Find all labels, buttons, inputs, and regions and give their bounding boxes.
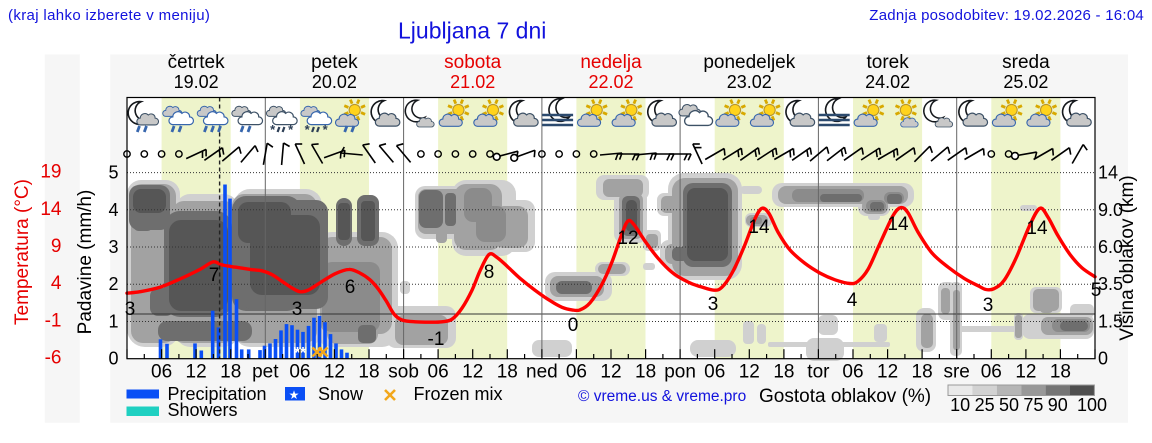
svg-text:torek: torek (866, 52, 909, 73)
svg-text:Showers: Showers (168, 400, 238, 420)
svg-text:50: 50 (999, 395, 1019, 415)
svg-text:*: * (305, 122, 311, 137)
svg-text:23.02: 23.02 (727, 72, 772, 92)
svg-text:06: 06 (842, 362, 863, 383)
svg-text:24.02: 24.02 (865, 72, 910, 92)
svg-text:75: 75 (1023, 395, 1043, 415)
svg-text:© vreme.us & vreme.pro: © vreme.us & vreme.pro (578, 388, 746, 405)
svg-text:*: * (288, 122, 294, 137)
svg-text:pet: pet (252, 362, 279, 383)
svg-text:06: 06 (981, 362, 1002, 383)
svg-text:Ljubljana 7 dni: Ljubljana 7 dni (398, 18, 546, 44)
svg-text:5: 5 (108, 163, 118, 183)
svg-text:pon: pon (664, 362, 696, 383)
svg-text:9.0: 9.0 (1098, 200, 1123, 220)
svg-text:Padavine (mm/h): Padavine (mm/h) (75, 190, 96, 335)
svg-text:nedelja: nedelja (580, 52, 642, 73)
svg-text:10: 10 (950, 395, 970, 415)
svg-text:8: 8 (484, 262, 495, 283)
svg-text:-6: -6 (45, 348, 62, 369)
svg-text:1.5: 1.5 (1098, 312, 1123, 332)
svg-text:0: 0 (108, 349, 118, 369)
svg-text:*: * (294, 345, 301, 362)
svg-text:14: 14 (1026, 218, 1048, 239)
svg-text:18: 18 (1050, 362, 1071, 383)
svg-text:4: 4 (51, 273, 62, 294)
svg-text:tor: tor (807, 362, 830, 383)
svg-text:Gostota oblakov (%): Gostota oblakov (%) (759, 386, 931, 407)
svg-text:18: 18 (358, 362, 379, 383)
svg-text:petek: petek (311, 52, 358, 73)
svg-text:3: 3 (108, 237, 118, 257)
svg-text:6.0: 6.0 (1098, 237, 1123, 257)
svg-text:-1: -1 (428, 329, 445, 350)
svg-text:06: 06 (704, 362, 725, 383)
svg-text:06: 06 (151, 362, 172, 383)
svg-text:19.02: 19.02 (174, 72, 219, 92)
svg-text:25: 25 (975, 395, 995, 415)
svg-text:18: 18 (635, 362, 656, 383)
svg-text:22.02: 22.02 (588, 72, 633, 92)
svg-text:14: 14 (748, 217, 770, 238)
svg-text:*: * (300, 345, 307, 362)
svg-text:25.02: 25.02 (1003, 72, 1048, 92)
svg-text:19: 19 (40, 162, 61, 183)
svg-text:0: 0 (568, 315, 579, 336)
svg-text:2: 2 (108, 274, 118, 294)
svg-text:četrtek: četrtek (168, 52, 226, 73)
svg-text:5: 5 (1091, 280, 1102, 301)
svg-text:sob: sob (388, 362, 419, 383)
svg-text:12: 12 (617, 228, 638, 249)
svg-text:4: 4 (847, 290, 858, 311)
svg-text:18: 18 (912, 362, 933, 383)
svg-text:06: 06 (289, 362, 310, 383)
svg-text:sobota: sobota (444, 52, 501, 73)
svg-text:100: 100 (1077, 395, 1107, 415)
svg-text:06: 06 (428, 362, 449, 383)
svg-text:ponedeljek: ponedeljek (703, 52, 795, 73)
svg-text:9: 9 (51, 236, 62, 257)
svg-text:Snow: Snow (318, 384, 364, 404)
svg-text:sre: sre (943, 362, 969, 383)
svg-text:18: 18 (773, 362, 794, 383)
svg-text:18: 18 (497, 362, 518, 383)
svg-text:12: 12 (1015, 362, 1036, 383)
svg-text:Frozen mix: Frozen mix (414, 384, 503, 404)
svg-text:21.02: 21.02 (450, 72, 495, 92)
svg-text:4: 4 (108, 200, 118, 220)
svg-text:12: 12 (186, 362, 207, 383)
svg-text:14: 14 (887, 214, 909, 235)
svg-text:Temperatura (°C): Temperatura (°C) (12, 179, 33, 325)
svg-text:20.02: 20.02 (312, 72, 357, 92)
svg-text:3: 3 (125, 299, 136, 320)
svg-text:06: 06 (566, 362, 587, 383)
svg-text:Precipitation: Precipitation (168, 384, 267, 404)
svg-text:Višina oblakov (km): Višina oblakov (km) (1117, 175, 1138, 340)
svg-text:6: 6 (345, 277, 356, 298)
svg-text:14: 14 (40, 199, 62, 220)
svg-text:3: 3 (292, 299, 303, 320)
svg-text:12: 12 (739, 362, 760, 383)
svg-text:3: 3 (983, 295, 994, 316)
svg-text:Zadnja posodobitev: 19.02.2026: Zadnja posodobitev: 19.02.2026 - 16:04 (869, 7, 1144, 24)
svg-text:sreda: sreda (1002, 52, 1050, 73)
svg-text:12: 12 (324, 362, 345, 383)
svg-text:12: 12 (462, 362, 483, 383)
svg-text:12: 12 (877, 362, 898, 383)
svg-text:12: 12 (600, 362, 621, 383)
svg-text:18: 18 (220, 362, 241, 383)
svg-text:7: 7 (209, 265, 220, 286)
svg-text:0: 0 (1098, 349, 1108, 369)
svg-text:*: * (270, 122, 276, 137)
svg-text:★: ★ (289, 388, 300, 402)
svg-text:3: 3 (708, 294, 719, 315)
svg-text:90: 90 (1048, 395, 1068, 415)
svg-text:1: 1 (108, 312, 118, 332)
svg-text:ned: ned (526, 362, 558, 383)
svg-text:*: * (323, 122, 329, 137)
svg-text:3.5: 3.5 (1098, 274, 1123, 294)
svg-text:14: 14 (1098, 163, 1118, 183)
svg-text:-1: -1 (45, 311, 62, 332)
svg-text:(kraj lahko izberete v meniju): (kraj lahko izberete v meniju) (8, 7, 210, 24)
